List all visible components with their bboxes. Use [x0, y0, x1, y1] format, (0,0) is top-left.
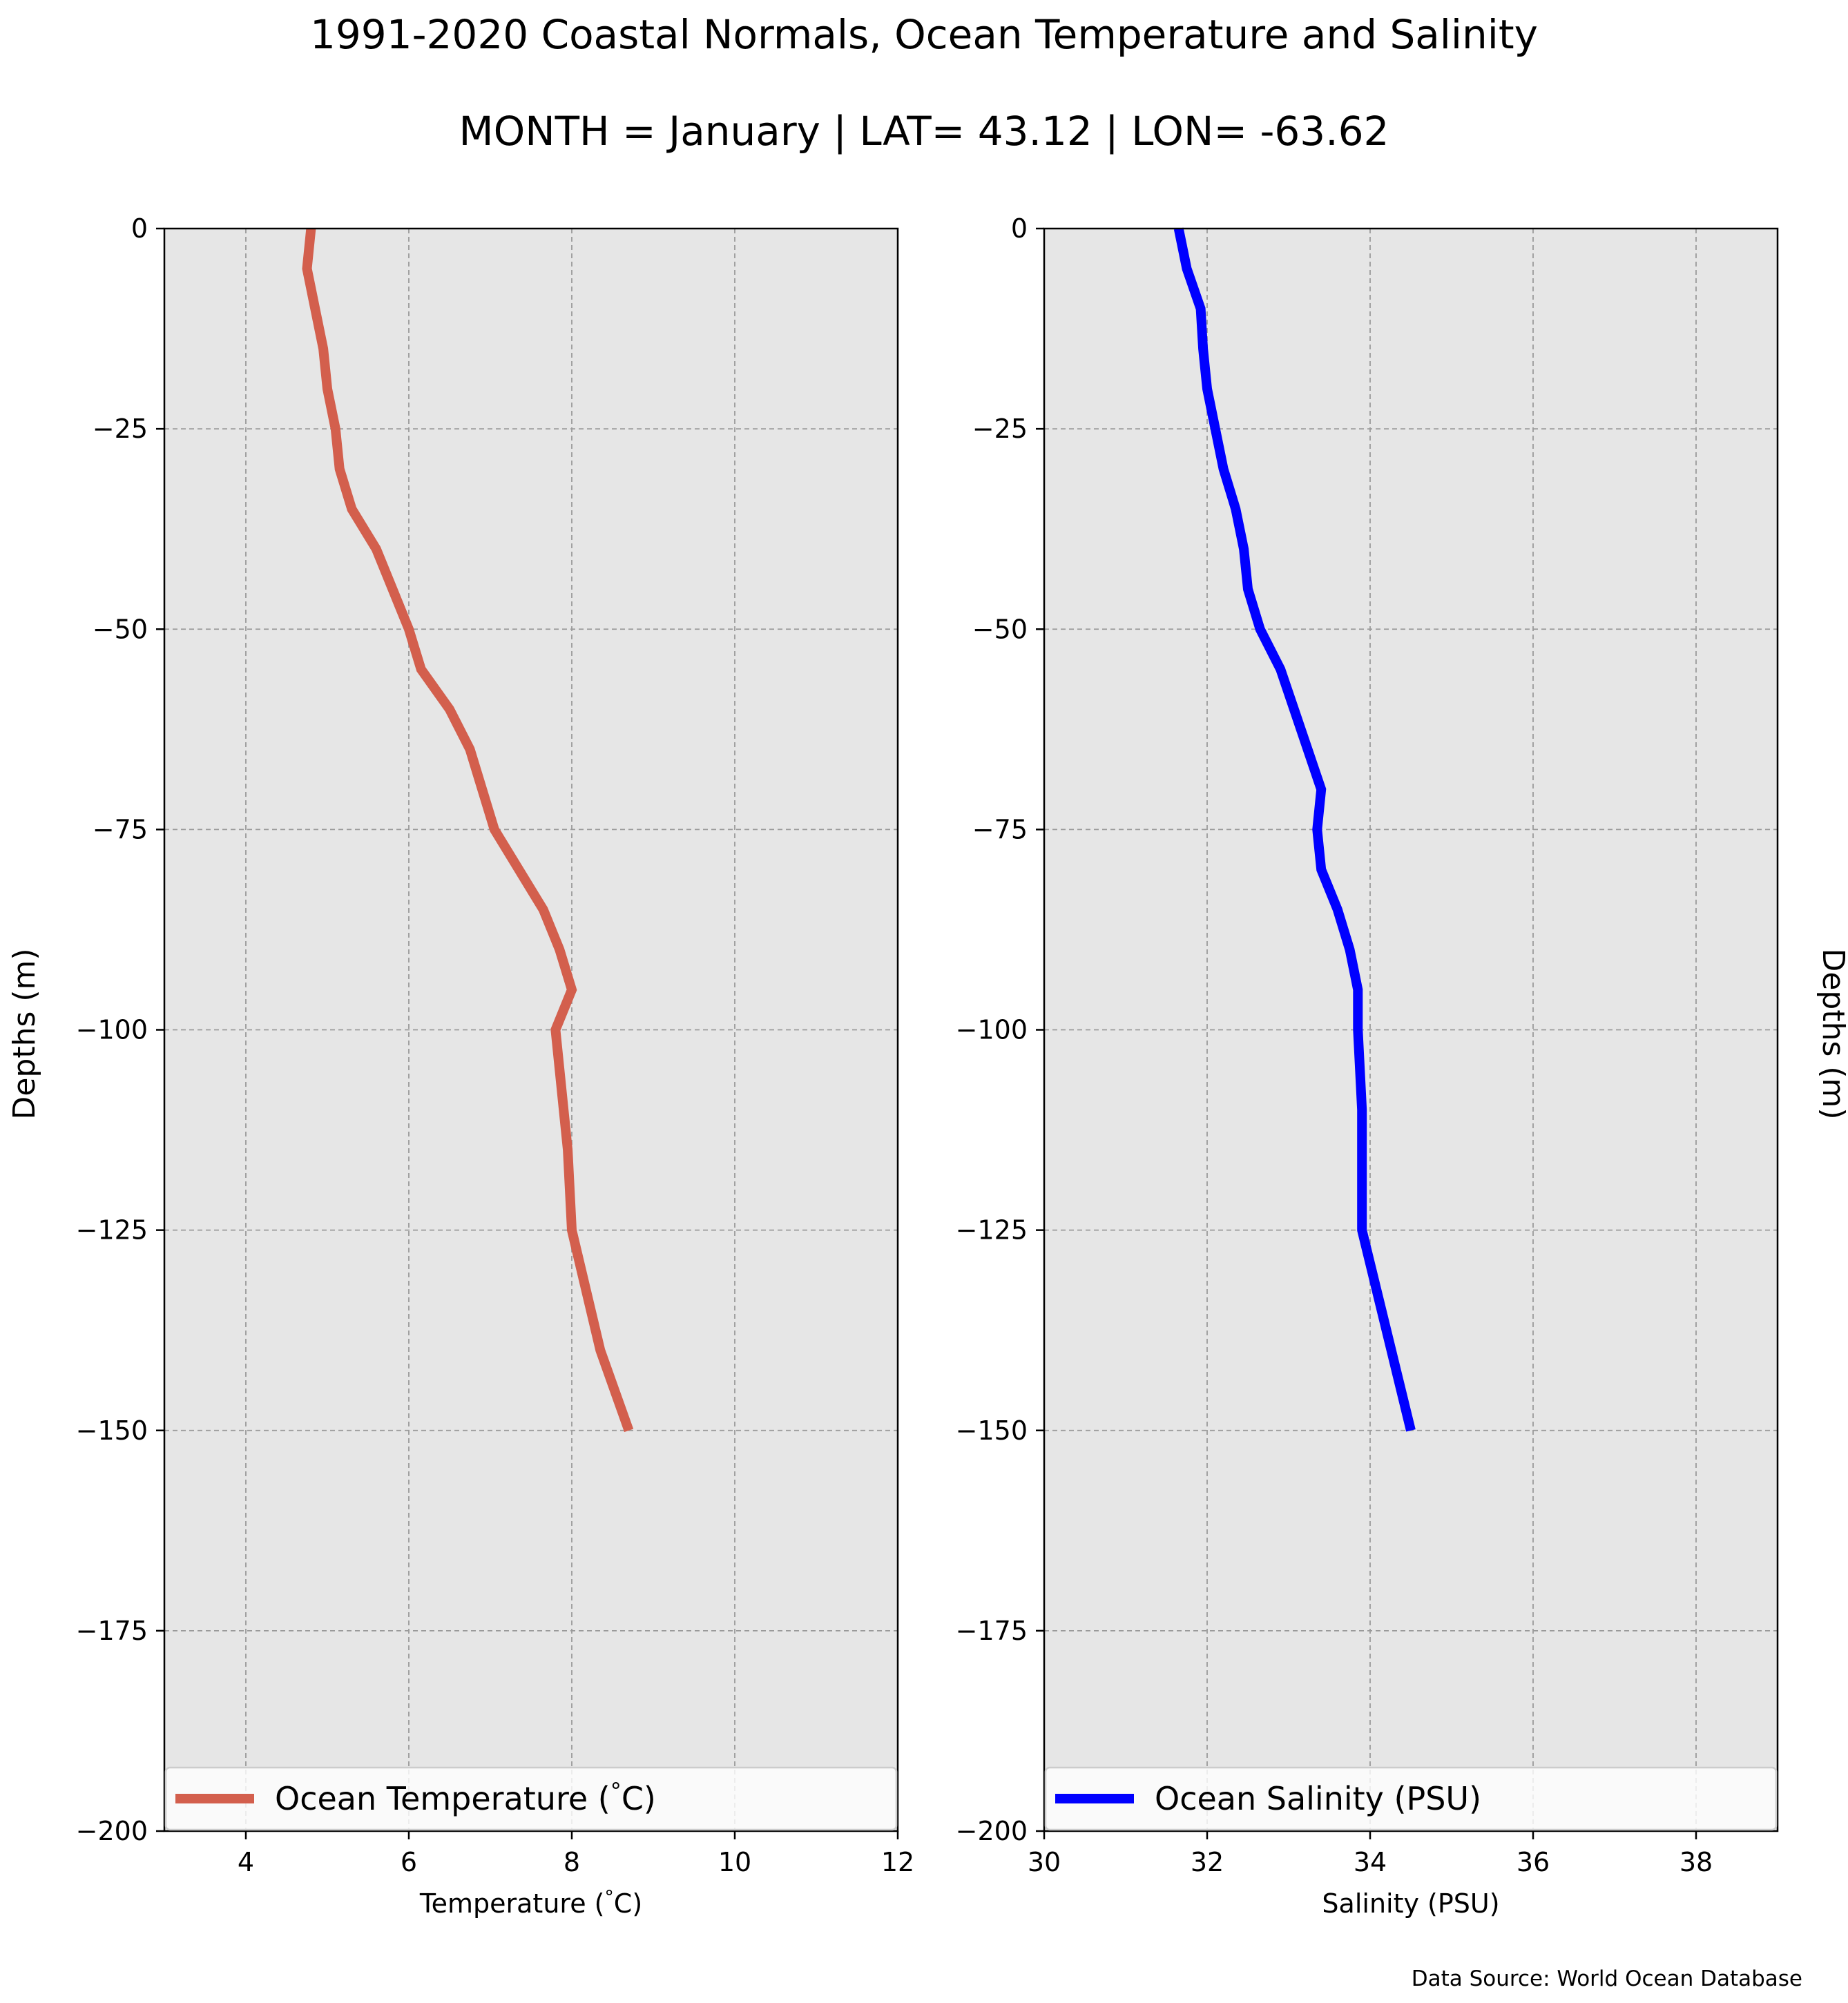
chart-title: 1991-2020 Coastal Normals, Ocean Tempera…	[310, 11, 1538, 58]
x-tick-label: 10	[718, 1847, 751, 1877]
y-tick-label: −175	[76, 1616, 148, 1646]
y-tick-label: −150	[76, 1415, 148, 1446]
y-tick-label: −100	[76, 1015, 148, 1045]
y-tick-label: −125	[76, 1215, 148, 1246]
x-tick-label: 6	[401, 1847, 417, 1877]
y-tick-label: −50	[93, 614, 148, 644]
y-tick-label: 0	[131, 213, 148, 244]
x-axis-label-temperature: Temperature (°C)	[419, 1887, 642, 1919]
legend-box-salinity	[1044, 1766, 1778, 1831]
y-tick-label: −150	[956, 1415, 1028, 1446]
series-temperature	[302, 228, 634, 1433]
y-tick-label: −25	[972, 414, 1028, 444]
salinity-panel: 30 32 34 36 38 0 −25 −50 −75 −100 −125 −150 −175 −200…	[956, 213, 1848, 1919]
ticks-temperature: 4 6 8 10 12 0 −25 −50 −75 −100 −125 −150 −175 −200	[76, 213, 915, 1877]
y-tick-label: −200	[76, 1816, 148, 1846]
legend-label-temperature: Ocean Temperature (°C)	[275, 1778, 656, 1817]
y-tick-label: 0	[1011, 213, 1028, 244]
y-axis-label-salinity: Depths (m)	[1816, 948, 1848, 1119]
series-line	[1173, 227, 1416, 1432]
y-tick-label: −75	[93, 814, 148, 844]
legend-box-temperature	[164, 1766, 898, 1831]
x-axis-label-salinity: Salinity (PSU)	[1322, 1888, 1499, 1919]
y-tick-label: −200	[956, 1816, 1028, 1846]
axes-frame-temperature	[163, 227, 899, 1832]
x-tick-label: 38	[1679, 1847, 1713, 1877]
x-tick-label: 34	[1354, 1847, 1387, 1877]
x-tick-label: 30	[1028, 1847, 1061, 1877]
x-tick-label: 32	[1191, 1847, 1224, 1877]
data-source-note: Data Source: World Ocean Database	[1412, 1966, 1802, 1991]
legend-label-salinity: Ocean Salinity (PSU)	[1155, 1780, 1481, 1817]
ticks-salinity: 30 32 34 36 38 0 −25 −50 −75 −100 −125 −150 −175 −200	[956, 213, 1713, 1877]
y-tick-label: −75	[972, 814, 1028, 844]
x-tick-label: 12	[881, 1847, 914, 1877]
y-tick-label: −175	[956, 1616, 1028, 1646]
chart-subtitle: MONTH = January | LAT= 43.12 | LON= -63.…	[459, 108, 1389, 155]
temperature-panel: 4 6 8 10 12 0 −25 −50 −75 −100 −125 −150 −175 −200 Oc…	[7, 213, 914, 1919]
y-tick-label: −100	[956, 1015, 1028, 1045]
x-tick-label: 36	[1517, 1847, 1550, 1877]
y-tick-label: −125	[956, 1215, 1028, 1246]
legend-salinity: Ocean Salinity (PSU)	[1044, 1766, 1778, 1831]
legend-temperature: Ocean Temperature (°C)	[164, 1766, 898, 1831]
y-axis-label-temperature: Depths (m)	[7, 948, 42, 1119]
y-tick-label: −50	[972, 614, 1028, 644]
x-tick-label: 8	[564, 1847, 580, 1877]
series-line	[302, 228, 634, 1433]
axes-frame-salinity	[1043, 227, 1779, 1832]
series-salinity	[1173, 227, 1416, 1432]
y-tick-label: −25	[93, 414, 148, 444]
x-tick-label: 4	[238, 1847, 254, 1877]
